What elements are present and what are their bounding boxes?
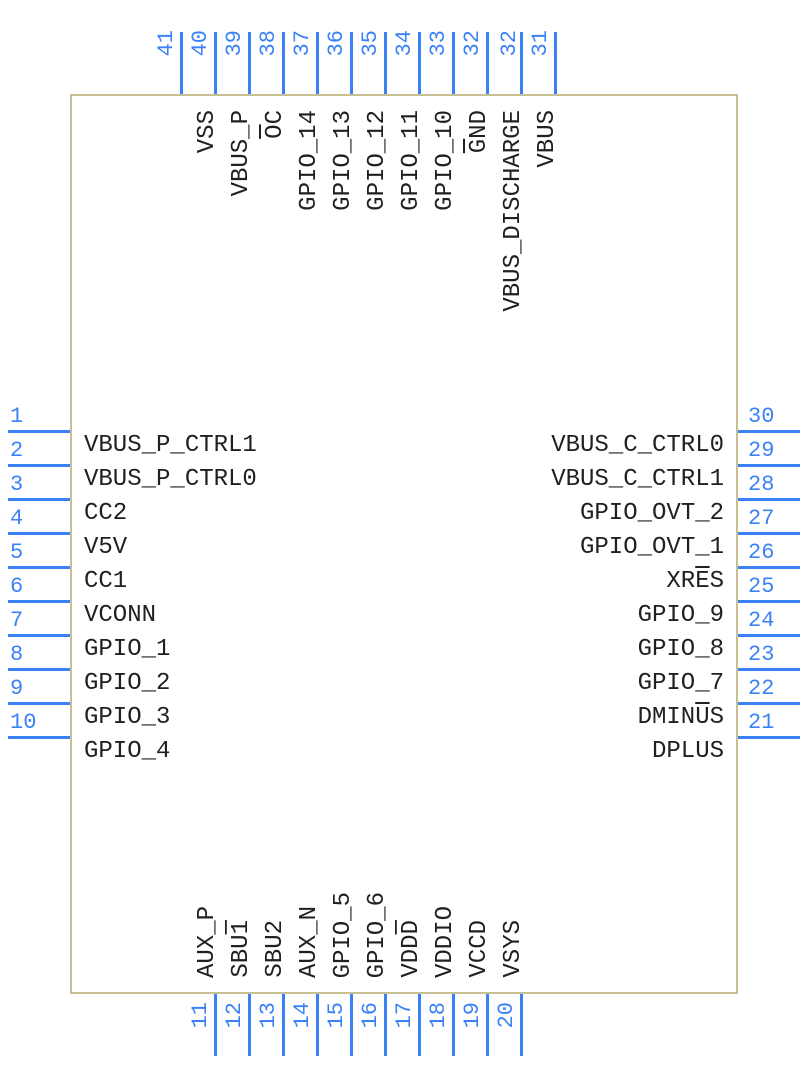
pin-label-top-32: GND [466, 110, 493, 153]
pin-num-4: 4 [10, 506, 23, 531]
pin-num-17: 17 [392, 1002, 417, 1028]
pin-num-32: 32 [460, 30, 485, 56]
pin-label-5: CC1 [84, 568, 127, 595]
pin-num-19: 19 [460, 1002, 485, 1028]
pin-label-top-39: VBUS_P [228, 110, 255, 196]
pin-label-2: VBUS_P_CTRL0 [84, 466, 257, 493]
pin-label-17: VDDD [398, 920, 425, 978]
pin-num-18: 18 [426, 1002, 451, 1028]
pin-num-2: 2 [10, 438, 23, 463]
pin-num-29: 29 [748, 438, 774, 463]
pin-label-top-36: GPIO_13 [330, 110, 357, 211]
pin-num-28: 28 [748, 472, 774, 497]
pin-label-28: GPIO_OVT_2 [580, 500, 724, 527]
pin-label-10: GPIO_4 [84, 738, 170, 765]
pin-num-14: 14 [290, 1002, 315, 1028]
pin-num-8: 8 [10, 642, 23, 667]
pin-num-34: 34 [392, 30, 417, 56]
pin-num-27: 27 [748, 506, 774, 531]
pin-label-6: VCONN [84, 602, 156, 629]
pin-label-22: DMINUS [638, 704, 724, 731]
pin-num-21: 21 [748, 710, 774, 735]
pin-num-22: 22 [748, 676, 774, 701]
pin-label-top-37: GPIO_14 [296, 110, 323, 211]
pin-num-33: 33 [426, 30, 451, 56]
pin-label-30: VBUS_C_CTRL0 [551, 432, 724, 459]
pin-label-8: GPIO_2 [84, 670, 170, 697]
pin-label-26: XRES [666, 568, 724, 595]
pin-num-41: 41 [154, 30, 179, 56]
pin-label-top-33: GPIO_10 [432, 110, 459, 211]
pin-num-38: 38 [256, 30, 281, 56]
pin-num-13: 13 [256, 1002, 281, 1028]
pin-label-9: GPIO_3 [84, 704, 170, 731]
pin-num-16: 16 [358, 1002, 383, 1028]
pin-num-7: 7 [10, 608, 23, 633]
pin-num-12: 12 [222, 1002, 247, 1028]
pin-label-3: CC2 [84, 500, 127, 527]
pin-num-37: 37 [290, 30, 315, 56]
pin-num-9: 9 [10, 676, 23, 701]
pin-label-16: GPIO_6 [364, 892, 391, 978]
pin-num-31: 31 [528, 30, 553, 56]
pin-num-15: 15 [324, 1002, 349, 1028]
pin-label-20: VSYS [500, 920, 527, 978]
pin-label-7: GPIO_1 [84, 636, 170, 663]
pin-label-1: VBUS_P_CTRL1 [84, 432, 257, 459]
pin-label-19: VCCD [466, 920, 493, 978]
pin-num-1: 1 [10, 404, 23, 429]
pin-num-3: 3 [10, 472, 23, 497]
pin-label-21: DPLUS [652, 738, 724, 765]
pin-label-top-38: OC [262, 110, 289, 139]
pin-num-11: 11 [188, 1002, 213, 1028]
pin-label-29: VBUS_C_CTRL1 [551, 466, 724, 493]
pin-num-6: 6 [10, 574, 23, 599]
pin-num-23: 23 [748, 642, 774, 667]
pin-num-25: 25 [748, 574, 774, 599]
pin-num-36: 36 [324, 30, 349, 56]
pin-label-top-40: VSS [194, 110, 221, 153]
pin-label-11: AUX_P [194, 906, 221, 978]
pin-label-24: GPIO_8 [638, 636, 724, 663]
pin-label-18: VDDIO [432, 906, 459, 978]
pin-label-27: GPIO_OVT_1 [580, 534, 724, 561]
pin-label-15: GPIO_5 [330, 892, 357, 978]
pin-label-14: AUX_N [296, 906, 323, 978]
pin-num-26: 26 [748, 540, 774, 565]
pin-num-35: 35 [358, 30, 383, 56]
pin-num-10: 10 [10, 710, 36, 735]
pin-label-25: GPIO_9 [638, 602, 724, 629]
pin-num-32: 32 [497, 30, 522, 56]
pin-num-30: 30 [748, 404, 774, 429]
pin-num-20: 20 [494, 1002, 519, 1028]
pin-label-13: SBU2 [262, 920, 289, 978]
pin-label-12: SBU1 [228, 920, 255, 978]
pin-num-39: 39 [222, 30, 247, 56]
pin-label-top-31: VBUS [534, 110, 561, 168]
pin-label-4: V5V [84, 534, 127, 561]
pin-num-40: 40 [188, 30, 213, 56]
pin-label-top-VBUS_DISCHARGE: VBUS_DISCHARGE [500, 110, 527, 312]
pin-num-24: 24 [748, 608, 774, 633]
pin-num-5: 5 [10, 540, 23, 565]
pin-label-top-35: GPIO_12 [364, 110, 391, 211]
pin-label-top-34: GPIO_11 [398, 110, 425, 211]
pin-label-23: GPIO_7 [638, 670, 724, 697]
